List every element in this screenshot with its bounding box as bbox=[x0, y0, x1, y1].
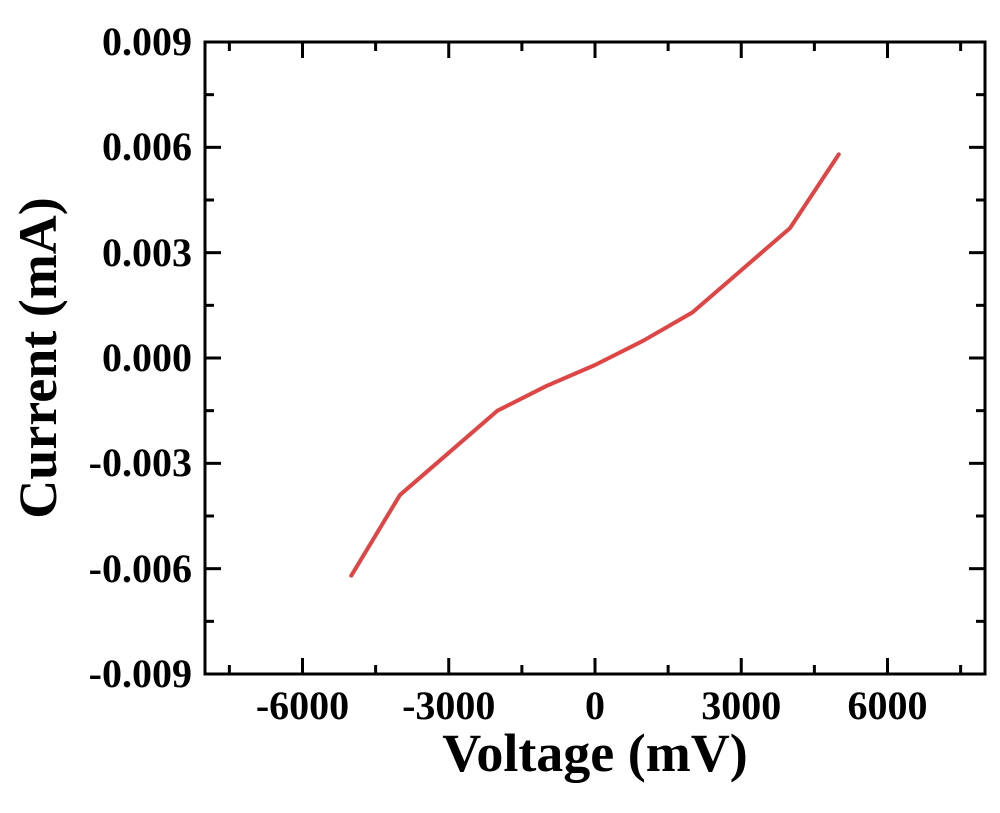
x-tick-label: -3000 bbox=[402, 683, 496, 728]
y-tick-label: 0.000 bbox=[102, 335, 192, 380]
y-tick-label: 0.006 bbox=[102, 124, 192, 170]
y-tick-label: 0.003 bbox=[102, 229, 192, 275]
x-axis-title: Voltage (mV) bbox=[442, 723, 748, 783]
iv-curve-line bbox=[349, 152, 841, 578]
x-tick-label: 6000 bbox=[847, 683, 928, 728]
y-tick-label: 0.009 bbox=[102, 19, 192, 64]
plot-frame bbox=[203, 40, 987, 676]
y-axis-title: Current (mA) bbox=[8, 197, 68, 519]
y-tick-label: -0.003 bbox=[88, 440, 192, 486]
x-tick-label: 0 bbox=[585, 683, 605, 728]
x-tick-label: 3000 bbox=[701, 683, 782, 728]
y-tick-label: -0.009 bbox=[88, 651, 192, 696]
x-tick-label: -6000 bbox=[255, 683, 350, 728]
y-tick-label: -0.006 bbox=[88, 545, 192, 591]
